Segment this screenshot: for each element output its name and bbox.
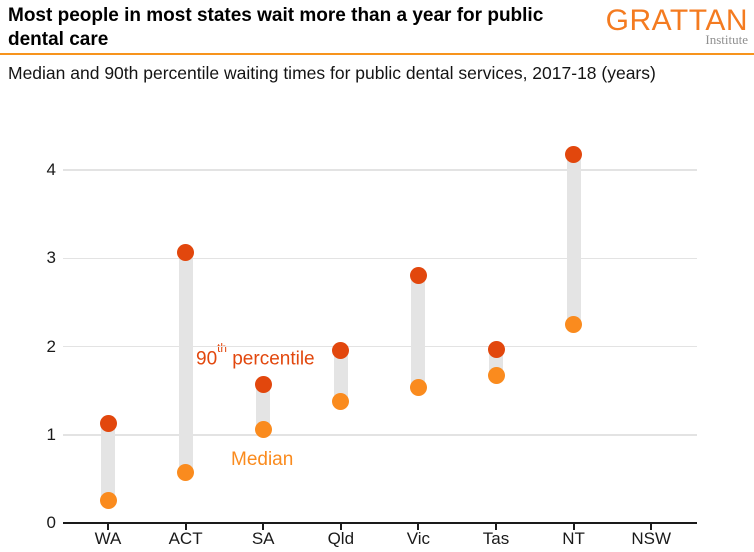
y-axis-tick-label: 4 bbox=[46, 160, 56, 179]
x-axis-category-label: Vic bbox=[406, 529, 431, 548]
x-axis-line bbox=[63, 522, 697, 524]
x-axis-tick bbox=[650, 524, 653, 530]
y-axis-tick-label: 1 bbox=[46, 424, 56, 444]
p90-dot bbox=[254, 375, 272, 393]
median-dot bbox=[565, 315, 583, 333]
median-dot bbox=[487, 367, 505, 385]
gridline bbox=[63, 434, 697, 436]
y-axis-tick-label: 0 bbox=[46, 513, 56, 532]
x-axis-tick bbox=[107, 524, 109, 530]
median-dot bbox=[99, 492, 117, 510]
median-series-label: Median bbox=[231, 449, 294, 470]
median-dot bbox=[332, 392, 350, 410]
x-axis-tick bbox=[572, 524, 575, 530]
x-axis-tick bbox=[417, 524, 420, 530]
x-axis-tick bbox=[262, 524, 265, 530]
range-bar bbox=[101, 423, 115, 501]
page-title: Most people in most states wait more tha… bbox=[8, 5, 544, 50]
range-bar bbox=[256, 384, 271, 430]
gridline bbox=[63, 257, 697, 259]
p90-dot bbox=[332, 342, 350, 360]
p90-series-label: 90th percentile bbox=[196, 342, 315, 370]
gridline bbox=[63, 169, 697, 171]
x-axis-category-label: WA bbox=[94, 529, 122, 548]
median-dot bbox=[177, 464, 195, 482]
range-bar bbox=[411, 275, 426, 388]
chart-subtitle: Median and 90th percentile waiting times… bbox=[8, 63, 656, 83]
y-axis-tick-label: 3 bbox=[46, 248, 56, 268]
p90-label-number: 90 bbox=[196, 348, 218, 370]
range-bar bbox=[566, 154, 581, 325]
x-axis-category-label: NT bbox=[562, 529, 585, 548]
grattan-logo-wordmark: GRATTAN bbox=[605, 4, 748, 37]
p90-label-ordinal: th bbox=[217, 341, 227, 355]
p90-label-text: percentile bbox=[226, 348, 315, 370]
grattan-logo: GRATTAN Institute bbox=[606, 5, 748, 48]
p90-dot bbox=[99, 414, 117, 432]
x-axis-category-label: Qld bbox=[327, 529, 355, 548]
grattan-logo-institute: Institute bbox=[705, 32, 748, 47]
x-axis-category-label: Tas bbox=[482, 529, 510, 548]
header-divider bbox=[0, 53, 754, 55]
y-axis-tick-label: 2 bbox=[46, 336, 56, 356]
p90-dot bbox=[565, 146, 583, 164]
range-bar bbox=[178, 252, 193, 473]
x-axis-tick bbox=[339, 524, 342, 530]
median-dot bbox=[409, 378, 427, 396]
x-axis-tick bbox=[495, 524, 497, 530]
p90-dot bbox=[409, 266, 427, 284]
gridline bbox=[63, 345, 697, 348]
x-axis-category-label: ACT bbox=[168, 529, 203, 548]
x-axis-tick bbox=[184, 524, 187, 530]
p90-dot bbox=[487, 340, 505, 358]
p90-dot bbox=[177, 244, 195, 262]
range-bar bbox=[333, 350, 348, 402]
x-axis-category-label: SA bbox=[251, 529, 275, 548]
x-axis-category-label: NSW bbox=[631, 529, 672, 548]
median-dot bbox=[254, 420, 272, 438]
